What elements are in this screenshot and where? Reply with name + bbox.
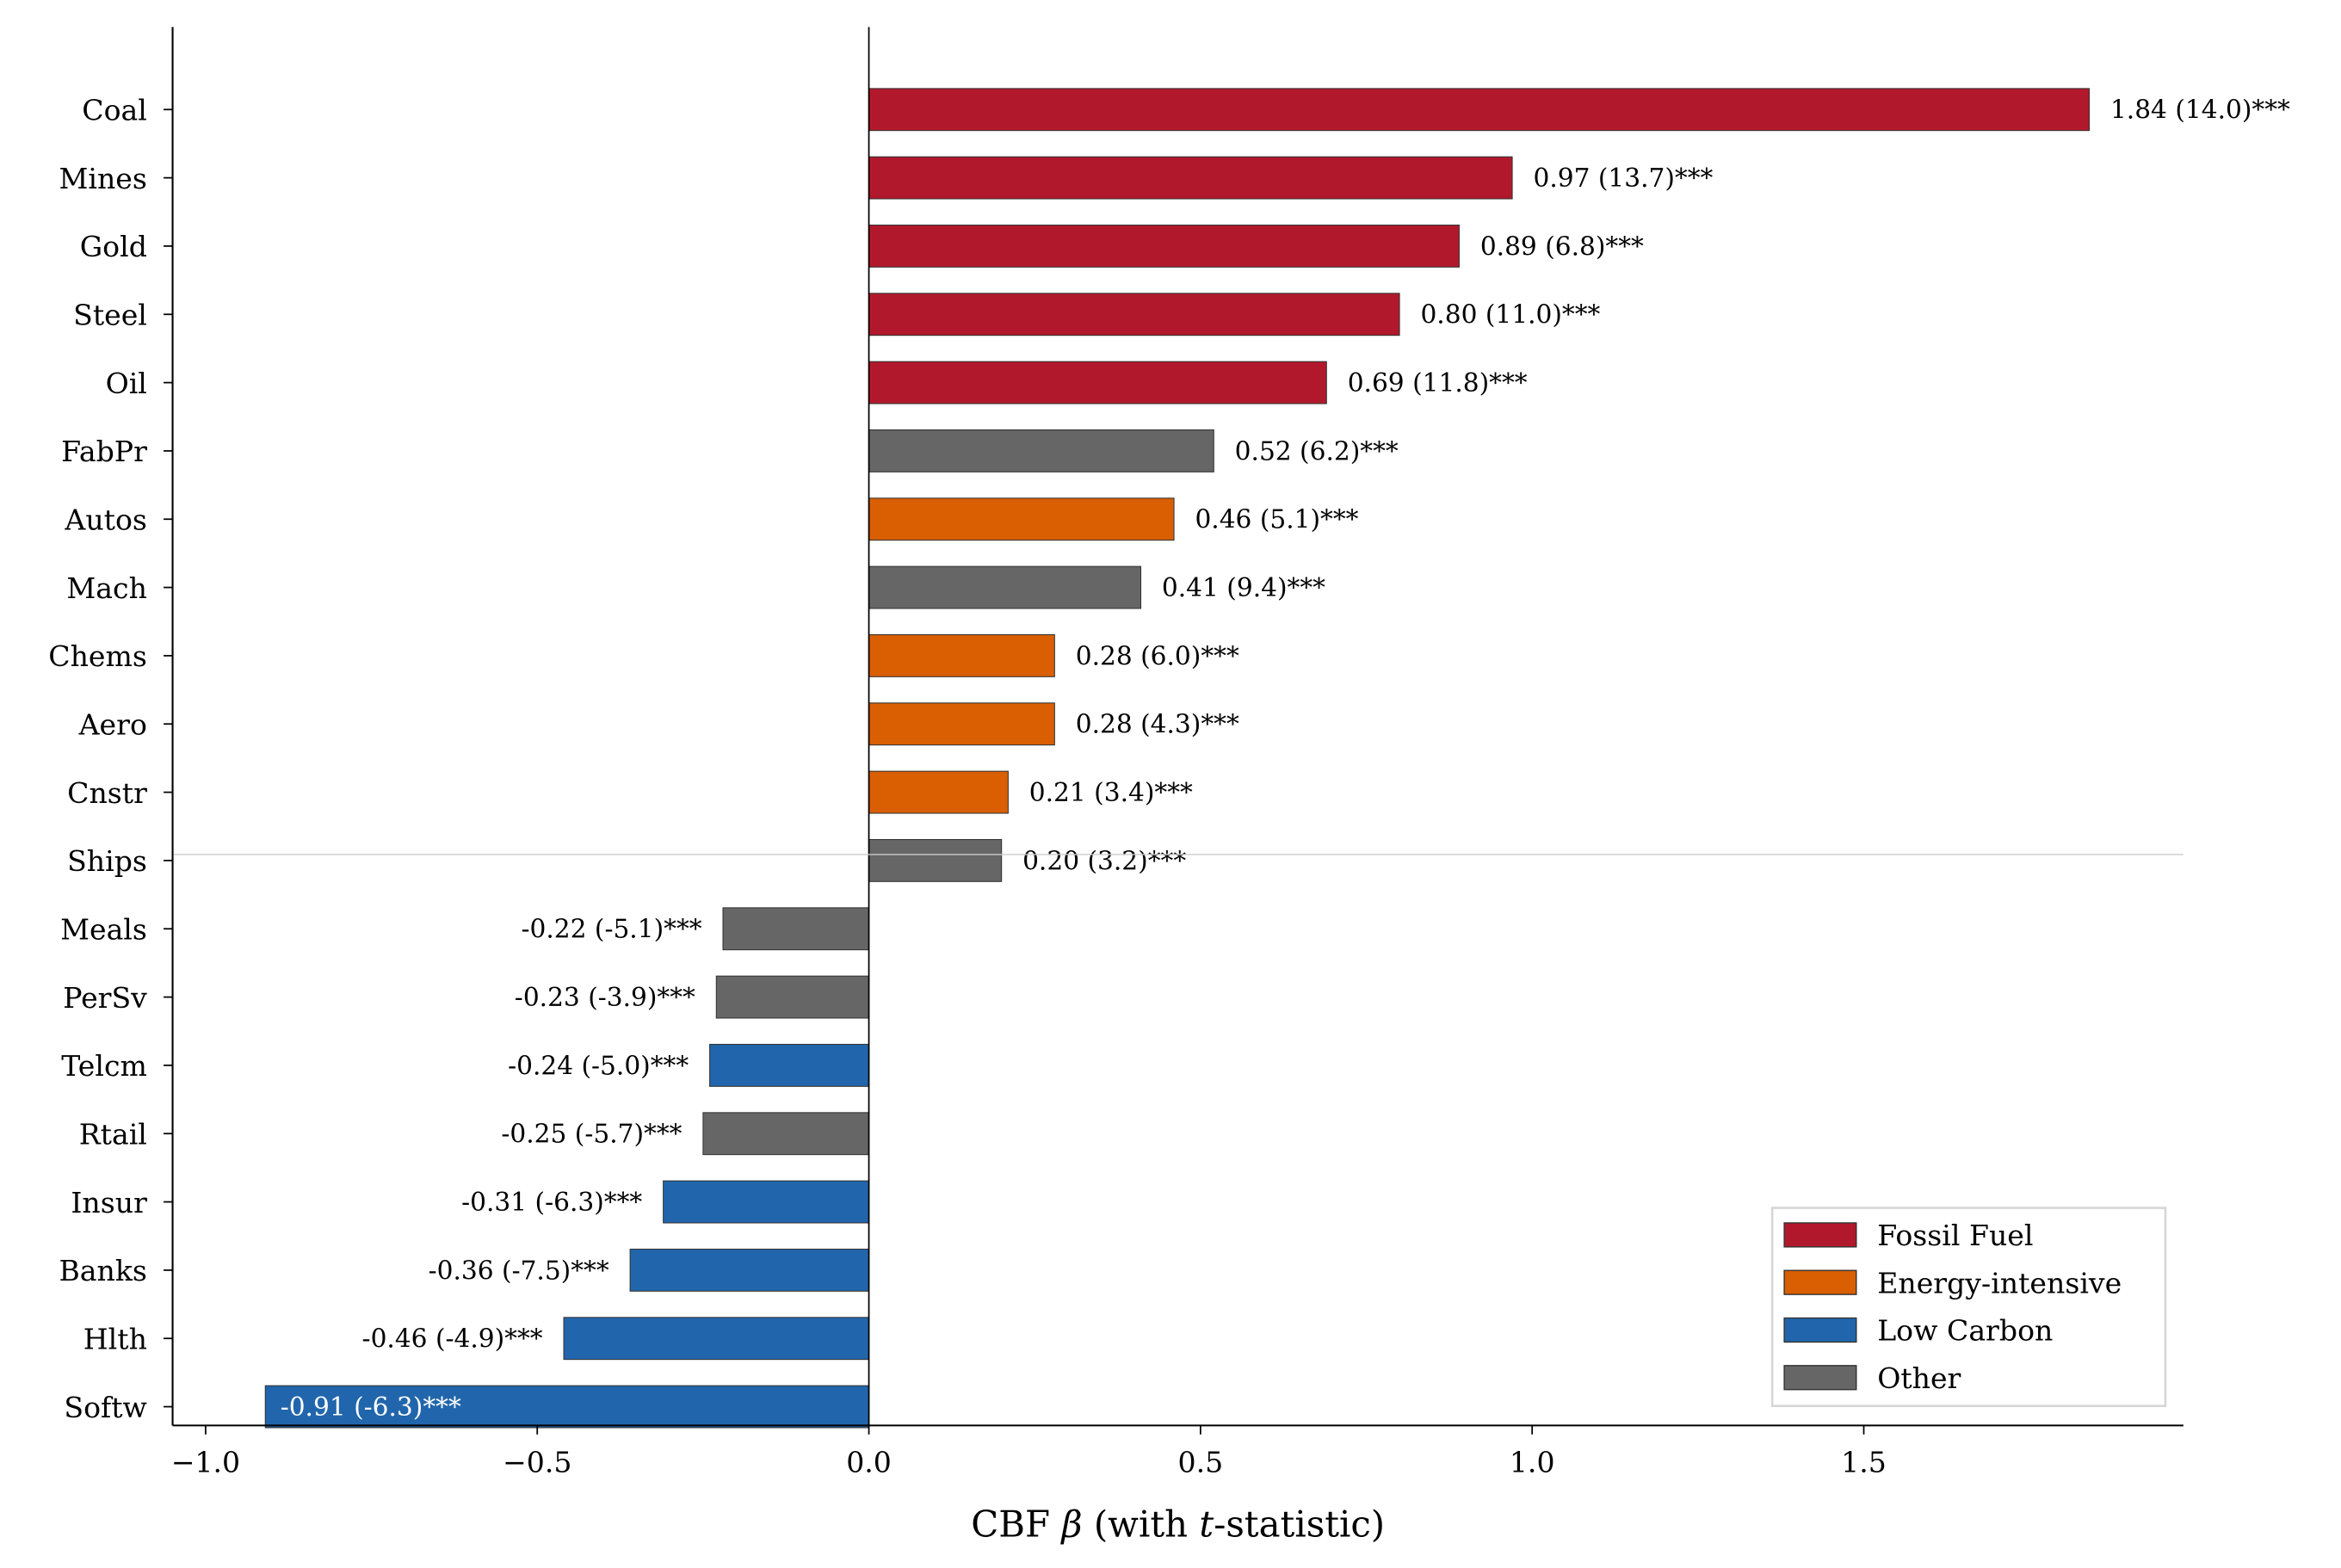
y-tick-label: Rtail xyxy=(79,1117,147,1151)
y-tick-label: Cnstr xyxy=(67,776,147,810)
legend-label: Fossil Fuel xyxy=(1877,1219,2033,1252)
legend: Fossil Fuel Energy-intensive Low Carbon Oth… xyxy=(1770,1207,2167,1408)
bar-insur xyxy=(663,1180,870,1224)
y-tick-label: Gold xyxy=(80,230,147,263)
bar-fabpr xyxy=(868,429,1214,472)
y-tick-label: Meals xyxy=(60,912,147,946)
y-tick-label: Oil xyxy=(106,367,147,400)
bar-mach xyxy=(868,565,1142,609)
y-tick-label: Insur xyxy=(71,1186,147,1219)
bar-hlth xyxy=(563,1317,870,1361)
legend-swatch xyxy=(1783,1365,1857,1391)
data-label-rtail: -0.25 (-5.7)*** xyxy=(501,1119,682,1149)
legend-label: Other xyxy=(1877,1361,1961,1395)
bar-softw xyxy=(264,1385,870,1429)
data-label-chems: 0.28 (6.0)*** xyxy=(1076,640,1239,670)
y-tick-label: Steel xyxy=(73,298,147,331)
x-tick-label: 1.0 xyxy=(1510,1445,1555,1478)
data-label-aero: 0.28 (4.3)*** xyxy=(1076,709,1239,739)
y-tick-label: Banks xyxy=(59,1254,146,1287)
y-tick-label: Coal xyxy=(82,93,147,127)
bar-coal xyxy=(868,88,2091,132)
bar-gold xyxy=(868,225,1460,268)
bar-mines xyxy=(868,156,1513,200)
data-label-fabpr: 0.52 (6.2)*** xyxy=(1235,435,1399,466)
legend-swatch xyxy=(1783,1222,1857,1248)
y-tick-label: FabPr xyxy=(61,435,147,468)
data-label-coal: 1.84 (14.0)*** xyxy=(2110,95,2290,125)
bar-oil xyxy=(868,361,1327,404)
bar-ships xyxy=(868,838,1003,882)
legend-swatch xyxy=(1783,1317,1857,1343)
x-tick-label: 1.5 xyxy=(1841,1445,1887,1478)
x-axis-ticks: −1.0 −0.5 0.0 0.5 1.0 1.5 xyxy=(171,1425,1887,1478)
y-tick-label: PerSv xyxy=(63,981,147,1015)
data-label-telcm: -0.24 (-5.0)*** xyxy=(508,1050,689,1080)
data-label-mach: 0.41 (9.4)*** xyxy=(1162,572,1325,602)
data-label-banks: -0.36 (-7.5)*** xyxy=(429,1255,609,1285)
data-label-softw: -0.91 (-6.3)*** xyxy=(281,1392,461,1422)
y-tick-label: Ships xyxy=(67,844,147,878)
bar-chems xyxy=(868,633,1055,677)
bar-telcm xyxy=(709,1043,870,1087)
bar-meals xyxy=(722,907,870,951)
data-label-hlth: -0.46 (-4.9)*** xyxy=(362,1324,543,1354)
data-label-cnstr: 0.21 (3.4)*** xyxy=(1029,777,1193,807)
y-tick-label: Chems xyxy=(48,639,147,673)
legend-label: Energy-intensive xyxy=(1877,1266,2122,1299)
data-label-persv: -0.23 (-3.9)*** xyxy=(515,982,695,1012)
y-tick-label: Mines xyxy=(59,162,146,195)
y-tick-label: Aero xyxy=(78,707,147,741)
data-label-oil: 0.69 (11.8)*** xyxy=(1348,367,1528,398)
bar-cnstr xyxy=(868,770,1009,814)
data-label-gold: 0.89 (6.8)*** xyxy=(1480,231,1644,261)
bar-persv xyxy=(715,975,870,1019)
bar-rtail xyxy=(702,1112,870,1156)
y-tick-label: Telcm xyxy=(61,1049,147,1083)
data-label-mines: 0.97 (13.7)*** xyxy=(1533,163,1713,193)
y-tick-label: Mach xyxy=(66,571,147,605)
data-label-steel: 0.80 (11.0)*** xyxy=(1420,299,1600,330)
y-axis-ticks: Coal Mines Gold Steel Oil FabPr Autos Mach Chems… xyxy=(48,93,173,1424)
data-label-meals: -0.22 (-5.1)*** xyxy=(522,914,702,944)
data-label-ships: 0.20 (3.2)*** xyxy=(1022,845,1186,875)
x-tick-label: −1.0 xyxy=(171,1445,240,1478)
x-axis-label: CBF β (with t-statistic) xyxy=(971,1503,1385,1545)
x-tick-label: 0.5 xyxy=(1178,1445,1224,1478)
data-label-autos: 0.46 (5.1)*** xyxy=(1195,504,1358,534)
y-tick-label: Softw xyxy=(64,1391,147,1424)
x-tick-label: 0.0 xyxy=(846,1445,892,1478)
bar-autos xyxy=(868,497,1175,541)
data-labels: 1.84 (14.0)*** 0.97 (13.7)*** 0.89 (6.8)**… xyxy=(281,95,2290,1422)
bar-banks xyxy=(629,1248,870,1292)
y-tick-label: Hlth xyxy=(83,1322,147,1355)
bars xyxy=(264,88,2091,1429)
bar-steel xyxy=(868,293,1400,336)
data-label-insur: -0.31 (-6.3)*** xyxy=(461,1187,642,1217)
y-tick-label: Autos xyxy=(64,503,146,536)
legend-label: Low Carbon xyxy=(1877,1314,2053,1348)
legend-swatch xyxy=(1783,1269,1857,1295)
bar-aero xyxy=(868,702,1055,746)
x-tick-label: −0.5 xyxy=(503,1445,571,1478)
